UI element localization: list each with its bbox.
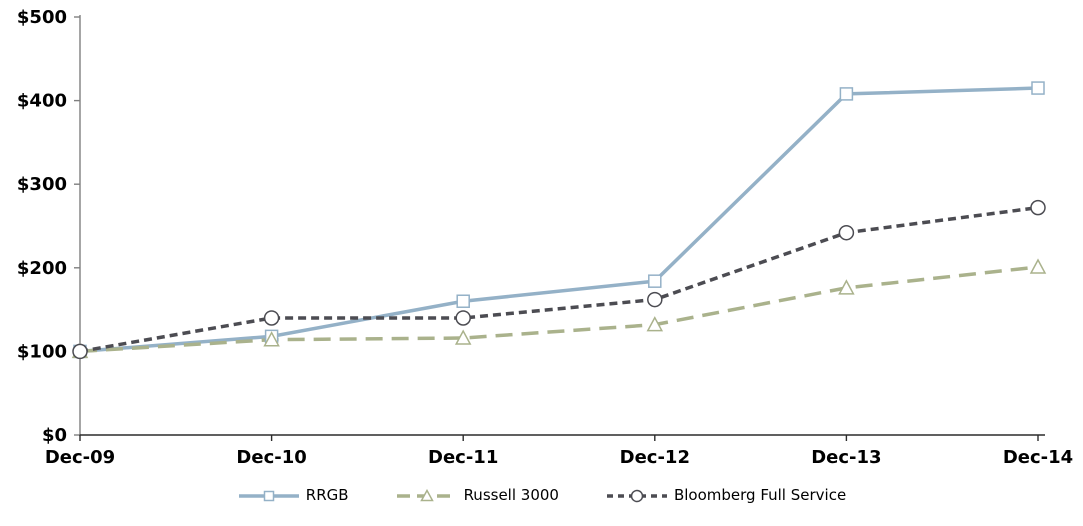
chart-legend: RRGB Russell 3000 Bloomberg Full Service xyxy=(0,488,1083,503)
legend-item-bloomberg-full-service: Bloomberg Full Service xyxy=(605,488,846,503)
marker-square xyxy=(263,490,275,501)
legend-label-rrgb: RRGB xyxy=(305,486,349,504)
marker-square xyxy=(456,294,470,308)
x-tick-label: Dec-10 xyxy=(236,447,306,468)
marker-square xyxy=(648,274,662,288)
x-tick-label: Dec-12 xyxy=(620,447,690,468)
marker-circle xyxy=(72,343,88,360)
marker-circle xyxy=(630,489,644,502)
y-tick-label: $400 xyxy=(17,91,67,112)
x-tick-label: Dec-13 xyxy=(811,447,881,468)
marker-square xyxy=(1031,81,1045,95)
x-tick-label: Dec-09 xyxy=(45,447,115,468)
series-line-0 xyxy=(79,86,1039,354)
x-tick-label: Dec-11 xyxy=(428,447,498,468)
marker-square xyxy=(839,87,854,101)
legend-label-russell-3000: Russell 3000 xyxy=(463,486,559,504)
marker-circle xyxy=(1030,199,1046,216)
marker-triangle xyxy=(1029,258,1047,274)
y-tick-label: $0 xyxy=(42,425,67,446)
marker-circle xyxy=(455,310,471,326)
marker-circle xyxy=(838,224,855,241)
legend-sample-russell-3000 xyxy=(396,488,457,501)
y-tick-label: $100 xyxy=(17,341,67,362)
marker-triangle xyxy=(419,488,434,501)
chart-plot-area: $0 $100 $200 $300 $400 $500 Dec-09 Dec-10 Dec-11… xyxy=(17,7,1073,468)
x-tick-label: Dec-14 xyxy=(1003,447,1073,468)
series-line-1 xyxy=(79,265,1039,354)
series-line-2 xyxy=(79,205,1039,354)
marker-triangle xyxy=(838,279,855,295)
y-tick-label: $300 xyxy=(17,174,67,195)
marker-circle xyxy=(263,310,280,326)
marker-triangle xyxy=(646,316,664,332)
legend-item-rrgb: RRGB xyxy=(237,488,349,503)
marker-triangle xyxy=(454,329,472,345)
marker-triangle xyxy=(263,331,280,347)
legend-sample-bloomberg-full-service xyxy=(606,489,667,502)
legend-label-bloomberg-full-service: Bloomberg Full Service xyxy=(673,486,847,504)
legend-item-russell-3000: Russell 3000 xyxy=(395,488,559,503)
y-tick-label: $200 xyxy=(17,258,67,279)
y-tick-label: $500 xyxy=(17,7,67,28)
marker-circle xyxy=(647,291,663,308)
legend-sample-rrgb xyxy=(238,490,299,501)
